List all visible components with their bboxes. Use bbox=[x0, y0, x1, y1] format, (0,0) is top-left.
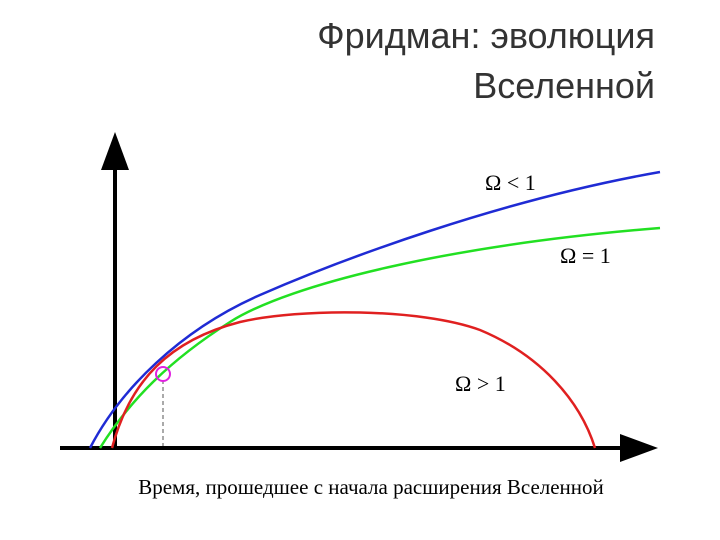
curve-closed bbox=[110, 311, 597, 449]
x-axis-label: Время, прошедшее с начала расширения Все… bbox=[138, 475, 604, 499]
curve-label: Ω < 1 bbox=[485, 170, 536, 195]
title-line: Фридман: эволюция bbox=[317, 15, 655, 56]
curve-label: Ω = 1 bbox=[560, 243, 611, 268]
title-line: Вселенной bbox=[473, 65, 655, 106]
y-axis-arrow bbox=[101, 132, 129, 170]
curve-open bbox=[88, 170, 661, 449]
present-point bbox=[155, 366, 171, 382]
curve-flat bbox=[98, 226, 661, 449]
x-axis-arrow bbox=[620, 434, 658, 462]
curve-label: Ω > 1 bbox=[455, 371, 506, 396]
